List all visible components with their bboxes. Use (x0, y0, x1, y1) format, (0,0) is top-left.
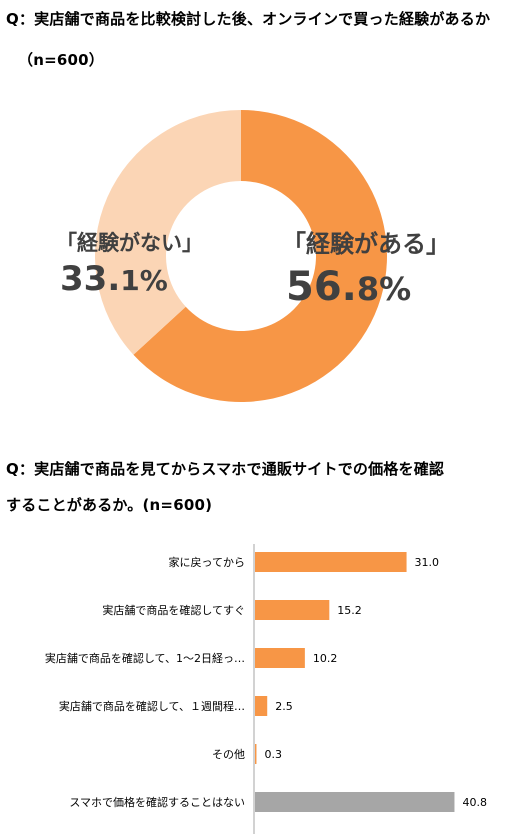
bar-category-label-3: 実店舗で商品を確認して、１週間程… (59, 699, 245, 713)
donut-value-0: 56.8% (286, 264, 411, 310)
bar-3 (255, 696, 268, 716)
bar-value-label-0: 31.0 (415, 556, 440, 569)
bar-5 (255, 792, 455, 812)
bar-category-label-1: 実店舗で商品を確認してすぐ (102, 603, 245, 617)
donut-label-1: 「経験がない」 (56, 231, 203, 255)
bar-value-label-3: 2.5 (275, 700, 293, 713)
donut-slice-0 (133, 110, 387, 402)
bar-value-label-2: 10.2 (313, 652, 338, 665)
question-1-sample-size: （n=600） (18, 51, 104, 69)
bar-4 (255, 744, 257, 764)
donut-slice-1 (95, 110, 241, 355)
bar-value-label-1: 15.2 (337, 604, 362, 617)
question-2-title-line-1: Q：実店舗で商品を見てからスマホで通販サイトでの価格を確認 (6, 460, 445, 478)
bar-value-label-5: 40.8 (462, 796, 487, 809)
donut-label-0: 「経験がある」 (282, 230, 450, 258)
question-1-title: Q：実店舗で商品を比較検討した後、オンラインで買った経験があるか (6, 10, 491, 28)
question-2-title-line-2: することがあるか。(n=600) (6, 496, 213, 514)
bar-1 (255, 600, 330, 620)
bar-category-label-2: 実店舗で商品を確認して、1～2日経っ… (45, 651, 245, 665)
bar-2 (255, 648, 305, 668)
bar-0 (255, 552, 407, 572)
bar-category-label-5: スマホで価格を確認することはない (69, 795, 245, 809)
donut-value-1: 33.1% (60, 259, 168, 299)
bar-value-label-4: 0.3 (264, 748, 282, 761)
bar-category-label-0: 家に戻ってから (169, 555, 245, 569)
bar-category-label-4: その他 (212, 748, 245, 761)
